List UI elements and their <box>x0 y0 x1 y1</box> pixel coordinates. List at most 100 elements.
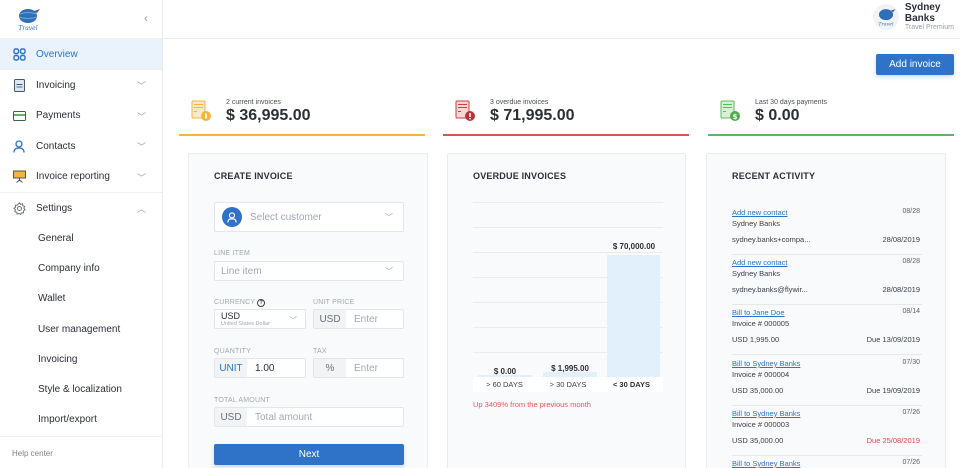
quantity-unit-addon: UNIT <box>215 359 247 377</box>
activity-item: Bill to Sydney Banks 07/26 <box>732 459 922 468</box>
settings-subitem-user-management[interactable]: User management <box>38 323 121 335</box>
activity-link[interactable]: Add new contact <box>732 258 788 267</box>
settings-subitem-wallet[interactable]: Wallet <box>38 293 66 305</box>
user-profile[interactable]: Travel Sydney Banks Travel Premium <box>872 2 954 31</box>
sidebar-item-payments[interactable]: Payments ﹀ <box>0 101 162 132</box>
line-item-label: LINE ITEM <box>214 250 251 257</box>
gear-icon <box>12 201 26 215</box>
grid-line <box>473 302 663 303</box>
grid-line <box>473 252 663 253</box>
activity-item: Add new contact 08/28 Sydney Banks sydne… <box>732 258 922 308</box>
stat-value: $ 0.00 <box>755 107 800 124</box>
activity-subtitle: Invoice # 000003 <box>732 420 790 429</box>
activity-link[interactable]: Bill to Sydney Banks <box>732 459 801 468</box>
divider <box>732 455 922 456</box>
user-last-name: Banks <box>904 13 935 24</box>
stat-underline <box>708 134 954 136</box>
stat-label: 3 overdue invoices <box>490 99 549 106</box>
customer-avatar-icon <box>222 207 242 227</box>
activity-link[interactable]: Add new contact <box>732 208 788 217</box>
sidebar-item-invoice-reporting[interactable]: Invoice reporting ﹀ <box>0 162 162 193</box>
settings-subitem-import-export[interactable]: Import/export <box>38 414 97 426</box>
bar-under-30-days[interactable] <box>607 255 660 377</box>
activity-link[interactable]: Bill to Sydney Banks <box>732 359 801 368</box>
activity-due-date: Due 19/09/2019 <box>866 386 920 395</box>
bar-over-60-days[interactable] <box>478 375 532 377</box>
chevron-down-icon: ﹀ <box>385 266 393 276</box>
sidebar-item-overview[interactable]: Overview <box>0 39 162 70</box>
activity-subtitle: Invoice # 000005 <box>732 319 790 328</box>
stat-label: Last 30 days payments <box>755 99 827 106</box>
avatar: Travel <box>872 3 899 30</box>
activity-item: Bill to Sydney Banks 07/30 Invoice # 000… <box>732 359 922 409</box>
sidebar-item-label: Payments <box>36 110 81 122</box>
total-amount-placeholder: Total amount <box>255 411 313 423</box>
grid-icon <box>12 48 26 62</box>
divider <box>0 192 162 193</box>
activity-detail: sydney.banks@flywir... <box>732 285 808 294</box>
stat-value: $ 36,995.00 <box>226 107 311 124</box>
sidebar-header: Travel ‹ <box>0 0 162 39</box>
sidebar-item-contacts[interactable]: Contacts ﹀ <box>0 131 162 162</box>
trend-text: Up 3409% from the previous month <box>473 400 591 409</box>
main-content: Add invoice 2 current invoices $ 36,995.… <box>163 39 960 468</box>
grid-line <box>473 227 663 228</box>
line-item-dropdown[interactable]: Line item ﹀ <box>214 261 404 281</box>
grid-line <box>473 352 663 353</box>
recent-activity-card: RECENT ACTIVITY Add new contact 08/28 Sy… <box>706 153 946 468</box>
travel-logo[interactable]: Travel <box>14 5 42 33</box>
select-customer-dropdown[interactable]: Select customer ﹀ <box>214 202 404 232</box>
currency-select[interactable]: USD United States Dollar ﹀ <box>214 309 306 329</box>
chevron-down-icon: ﹀ <box>385 212 393 222</box>
unit-price-label: UNIT PRICE <box>313 299 355 306</box>
quantity-value: 1.00 <box>255 362 275 374</box>
add-invoice-button[interactable]: Add invoice <box>876 54 954 75</box>
current-invoice-icon <box>191 100 211 121</box>
activity-date-full: 28/08/2019 <box>882 235 920 244</box>
stat-overdue-invoices[interactable]: 3 overdue invoices $ 71,995.00 <box>443 94 689 136</box>
activity-link[interactable]: Bill to Jane Doe <box>732 308 785 317</box>
stat-last-30-days-payments[interactable]: $ Last 30 days payments $ 0.00 <box>708 94 954 136</box>
help-center-link[interactable]: Help center <box>0 436 163 468</box>
stat-current-invoices[interactable]: 2 current invoices $ 36,995.00 <box>179 94 425 136</box>
activity-subtitle: Sydney Banks <box>732 269 780 278</box>
activity-link[interactable]: Bill to Sydney Banks <box>732 409 801 418</box>
chevron-down-icon: ﹀ <box>136 172 146 183</box>
currency-label: CURRENCY ? <box>214 299 266 307</box>
currency-name: United States Dollar <box>221 321 270 327</box>
collapse-sidebar-button[interactable]: ‹ <box>144 11 148 25</box>
sidebar-item-settings[interactable]: Settings ︿ <box>0 193 162 224</box>
customer-placeholder: Select customer <box>250 211 322 223</box>
bar-over-30-days[interactable] <box>543 372 597 377</box>
sidebar-item-label: Overview <box>36 49 78 60</box>
settings-subitem-invoicing[interactable]: Invoicing <box>38 353 78 365</box>
svg-text:$: $ <box>733 113 738 121</box>
quantity-input[interactable]: UNIT 1.00 <box>214 358 306 378</box>
settings-subitem-company-info[interactable]: Company info <box>38 263 100 275</box>
grid-line <box>473 327 663 328</box>
tax-label: TAX <box>313 348 327 355</box>
quantity-label: QUANTITY <box>214 348 251 355</box>
payment-invoice-icon: $ <box>720 100 740 121</box>
activity-item: Add new contact 08/28 Sydney Banks sydne… <box>732 208 922 258</box>
bar-value-label: $ 70,000.00 <box>612 242 656 251</box>
overdue-invoice-icon <box>455 100 475 121</box>
divider <box>732 405 922 406</box>
line-item-placeholder: Line item <box>221 265 262 277</box>
settings-subitem-general[interactable]: General <box>38 233 74 245</box>
help-icon[interactable]: ? <box>257 299 266 307</box>
settings-subitem-style-localization[interactable]: Style & localization <box>38 384 122 396</box>
unit-price-input[interactable]: USD Enter <box>313 309 404 329</box>
x-axis-label: > 30 DAYS <box>549 380 587 389</box>
presentation-icon <box>12 170 26 184</box>
activity-date: 08/28 <box>902 258 920 265</box>
next-button[interactable]: Next <box>214 444 404 465</box>
tax-input[interactable]: % Enter <box>313 358 404 378</box>
sidebar-item-invoicing[interactable]: Invoicing ﹀ <box>0 70 162 101</box>
activity-date: 08/14 <box>902 308 920 315</box>
activity-detail: sydney.banks+compa... <box>732 235 811 244</box>
total-amount-input[interactable]: USD Total amount <box>214 407 404 427</box>
grid-line <box>473 277 663 278</box>
chevron-down-icon: ﹀ <box>136 142 146 152</box>
